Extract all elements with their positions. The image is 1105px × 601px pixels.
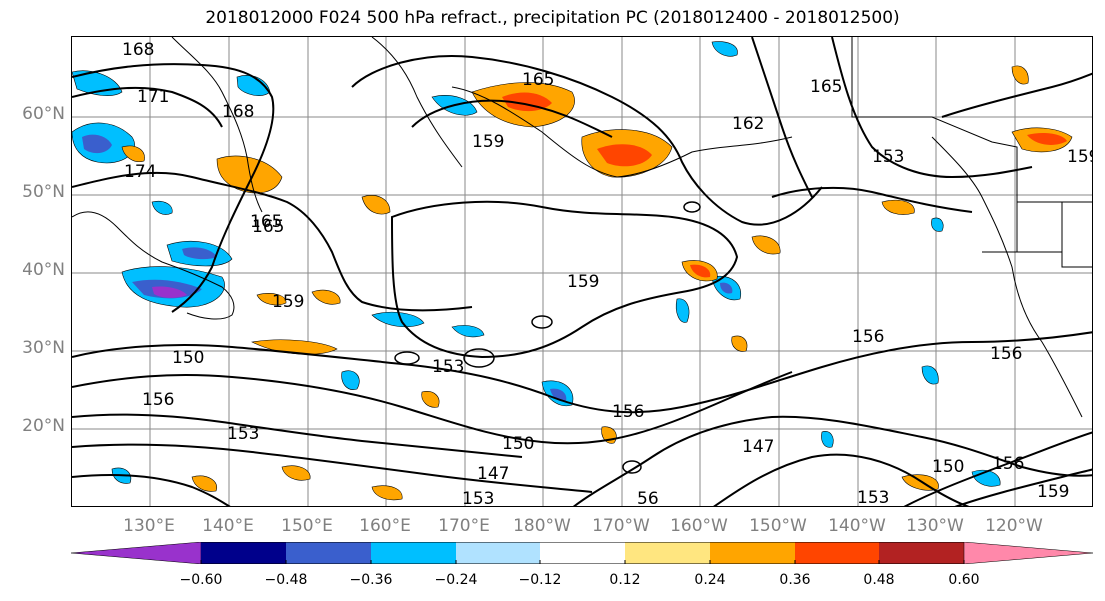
lon-label: 180°W bbox=[513, 516, 571, 536]
contour-label: 156 bbox=[990, 344, 1022, 364]
contour-label: 171 bbox=[137, 87, 169, 107]
contour-label: 153 bbox=[857, 488, 889, 507]
contour-label: 150 bbox=[502, 434, 534, 454]
lon-label: 130°E bbox=[123, 516, 175, 536]
lon-label: 170°E bbox=[438, 516, 490, 536]
contour-label: 153 bbox=[432, 357, 464, 377]
contour-label: 168 bbox=[122, 40, 154, 60]
colorbar-segment bbox=[371, 542, 456, 564]
lon-label: 140°E bbox=[202, 516, 254, 536]
colorbar-tick-label: 0.48 bbox=[863, 572, 895, 588]
lat-label: 30°N bbox=[22, 338, 65, 358]
lat-label: 50°N bbox=[22, 182, 65, 202]
colorbar-segment bbox=[710, 542, 795, 564]
colorbar-tick-label: −0.48 bbox=[264, 572, 308, 588]
contour-label: 159 bbox=[567, 272, 599, 292]
colorbar-tick-label: −0.60 bbox=[179, 572, 223, 588]
lon-label: 150°E bbox=[281, 516, 333, 536]
colorbar-segment bbox=[71, 542, 202, 564]
contour-label: 156 bbox=[612, 402, 644, 422]
negative-precip-areas bbox=[72, 41, 1001, 487]
contour-label: 159 bbox=[1067, 147, 1093, 167]
lon-label: 160°W bbox=[670, 516, 728, 536]
contour-label: 153 bbox=[872, 147, 904, 167]
colorbar-segment bbox=[795, 542, 879, 564]
lon-label: 150°W bbox=[749, 516, 807, 536]
contour-label: 174 bbox=[124, 162, 156, 182]
contour-label: 156 bbox=[142, 390, 174, 410]
lat-label: 40°N bbox=[22, 260, 65, 280]
contour-label: 162 bbox=[732, 114, 764, 134]
colorbar-segment bbox=[540, 542, 625, 564]
contour-label: 165 bbox=[810, 77, 842, 97]
contour-label: 147 bbox=[742, 437, 774, 457]
colorbar-tick-label: −0.36 bbox=[349, 572, 393, 588]
contour-label-group: 168 171 168 174 165 159 159 150 156 153 … bbox=[122, 40, 1093, 507]
contour-label: 56 bbox=[637, 489, 659, 507]
contour-label: 150 bbox=[172, 348, 204, 368]
contour-label: 165 bbox=[522, 70, 554, 90]
positive-precip-areas bbox=[121, 65, 1073, 501]
colorbar-segment bbox=[286, 542, 371, 564]
colorbar-tick-label: −0.24 bbox=[434, 572, 478, 588]
colorbar-segment bbox=[963, 542, 1093, 564]
colorbar-tick-label: 0.60 bbox=[948, 572, 980, 588]
contour-label: 153 bbox=[227, 424, 259, 444]
contour-label: 165 bbox=[252, 217, 284, 237]
contour-label: 147 bbox=[477, 464, 509, 484]
lon-label: 170°W bbox=[592, 516, 650, 536]
lon-label: 120°W bbox=[985, 516, 1043, 536]
colorbar-tick-label: 0.36 bbox=[779, 572, 811, 588]
lon-label: 130°W bbox=[906, 516, 964, 536]
contour-label: 159 bbox=[472, 132, 504, 152]
contour-label: 150 bbox=[932, 457, 964, 477]
map-title: 2018012000 F024 500 hPa refract., precip… bbox=[205, 8, 900, 28]
lon-label: 140°W bbox=[828, 516, 886, 536]
coastlines bbox=[72, 37, 1092, 418]
contour-label: 159 bbox=[272, 292, 304, 312]
lon-label: 160°E bbox=[359, 516, 411, 536]
refractivity-contours bbox=[72, 37, 1092, 506]
contour-loops bbox=[394, 201, 701, 474]
colorbar bbox=[71, 542, 1093, 564]
colorbar-segment bbox=[201, 542, 286, 564]
contour-label: 156 bbox=[992, 454, 1024, 474]
contour-label: 168 bbox=[222, 102, 254, 122]
colorbar-tick-label: 0.24 bbox=[694, 572, 726, 588]
map-panel: 168 171 168 174 165 159 159 150 156 153 … bbox=[71, 36, 1093, 507]
lat-label: 60°N bbox=[22, 104, 65, 124]
colorbar-ticks bbox=[200, 560, 965, 564]
colorbar-tick-label: 0.12 bbox=[609, 572, 641, 588]
contour-label: 153 bbox=[462, 489, 494, 507]
map-svg: 168 171 168 174 165 159 159 150 156 153 … bbox=[72, 37, 1093, 507]
colorbar-segment bbox=[879, 542, 964, 564]
colorbar-segment bbox=[456, 542, 540, 564]
contour-label: 159 bbox=[1037, 482, 1069, 502]
contour-label: 165 bbox=[250, 212, 282, 232]
colorbar-segment bbox=[625, 542, 710, 564]
contour-label: 156 bbox=[852, 327, 884, 347]
colorbar-tick-label: −0.12 bbox=[518, 572, 562, 588]
lat-label: 20°N bbox=[22, 416, 65, 436]
